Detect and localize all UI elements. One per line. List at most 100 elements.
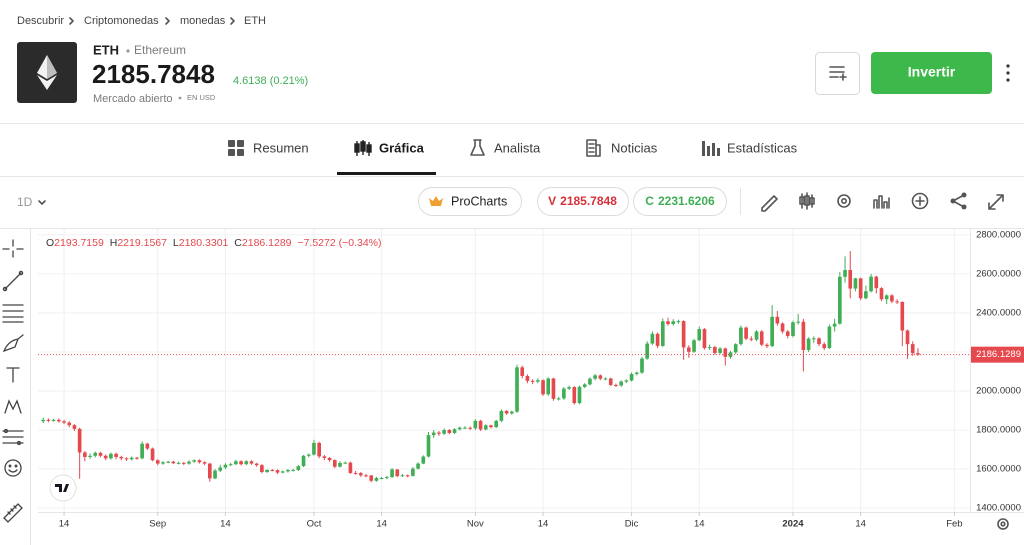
- candle-body: [197, 460, 202, 463]
- candles-tool[interactable]: [799, 192, 815, 210]
- candle-body: [270, 470, 275, 472]
- invest-button[interactable]: [871, 52, 992, 94]
- candle-body: [634, 372, 639, 375]
- tab[interactable]: Resumen: [253, 140, 309, 155]
- candle-body: [562, 388, 566, 399]
- chevron: [165, 17, 170, 25]
- tab[interactable]: Analista: [494, 140, 541, 155]
- candle-body: [369, 475, 374, 481]
- candle-body: [754, 331, 759, 340]
- candle-body: [332, 460, 337, 467]
- legend-change: −7.5272 (−0.34%): [297, 237, 381, 249]
- candle-body: [468, 427, 472, 429]
- chart-settings[interactable]: [997, 518, 1009, 530]
- candle-body: [129, 457, 134, 460]
- candle-body: [905, 330, 910, 345]
- fib-tool[interactable]: [2, 304, 24, 323]
- candle-body: [822, 344, 827, 349]
- candle-body: [556, 398, 561, 400]
- buy-button[interactable]: [633, 187, 727, 216]
- procharts-button[interactable]: [418, 187, 522, 216]
- candle-body: [811, 338, 816, 340]
- candle-body: [187, 461, 191, 464]
- fullscreen-tool[interactable]: [988, 194, 1004, 210]
- measure-tool[interactable]: [2, 428, 24, 446]
- candle-body: [301, 455, 306, 467]
- pattern-tool[interactable]: [4, 399, 22, 414]
- x-tick-label: 14: [855, 519, 866, 530]
- candle-body: [603, 378, 608, 380]
- x-tick-label: Dic: [625, 519, 639, 530]
- candle-body: [733, 344, 738, 353]
- candle-body: [207, 463, 212, 479]
- candle-body: [546, 378, 551, 395]
- more-menu[interactable]: [1006, 64, 1010, 82]
- candle-body: [775, 316, 780, 324]
- tab-icon: [228, 140, 244, 156]
- candle-body: [515, 367, 519, 412]
- y-tick-label: 1800.0000: [976, 425, 1021, 436]
- tab[interactable]: Estadísticas: [727, 140, 798, 155]
- last-price-label: 2186.1289: [976, 349, 1021, 360]
- invest-label: Invertir: [908, 64, 956, 80]
- candle-body: [489, 425, 493, 428]
- dropdown-arrow: [38, 200, 46, 205]
- watchlist-icon: [829, 66, 847, 81]
- candle-body: [494, 420, 499, 428]
- share-tool[interactable]: [950, 192, 967, 210]
- instrument-name: Ethereum: [134, 43, 186, 57]
- candle-body: [697, 329, 702, 341]
- candle-body: [890, 295, 894, 302]
- tv-logo: [55, 484, 69, 492]
- brush-tool[interactable]: [2, 334, 24, 353]
- candle-body: [239, 461, 243, 465]
- candle-body: [759, 331, 764, 345]
- tv-badge[interactable]: [49, 474, 77, 502]
- candle-body: [598, 375, 603, 379]
- candle-body: [780, 323, 785, 332]
- sell-button[interactable]: [537, 187, 629, 216]
- candle-body: [400, 475, 405, 477]
- text-tool[interactable]: [6, 367, 20, 383]
- candle-body: [150, 448, 155, 461]
- breadcrumb-link[interactable]: Criptomonedas: [84, 15, 159, 27]
- ruler-tool[interactable]: [3, 503, 23, 523]
- tab-active[interactable]: Gráfica: [379, 140, 425, 155]
- watchlist-button[interactable]: [815, 52, 860, 95]
- tab[interactable]: Noticias: [611, 140, 658, 155]
- candle-body: [785, 331, 790, 336]
- candle-body: [718, 348, 722, 353]
- trendline-tool[interactable]: [2, 270, 24, 292]
- candle-body: [765, 344, 769, 347]
- y-tick-label: 2400.0000: [976, 307, 1021, 318]
- interval-select[interactable]: 1D: [17, 195, 33, 209]
- candle-body: [338, 463, 342, 467]
- grid: 1400.00001600.00001800.00002000.00002200…: [38, 229, 1021, 530]
- candle-body: [291, 470, 295, 472]
- breadcrumb-link[interactable]: monedas: [180, 15, 226, 27]
- legend-value: 2186.1289: [242, 237, 292, 249]
- candle-body: [879, 288, 884, 300]
- candle-body: [499, 410, 504, 421]
- tab-icon: [354, 140, 372, 156]
- candle-body: [88, 455, 92, 457]
- crosshair-tool[interactable]: [2, 239, 24, 258]
- draw-tool[interactable]: [761, 195, 778, 212]
- candle-body: [280, 471, 285, 473]
- candle-body: [671, 321, 676, 325]
- candle-body: [223, 464, 228, 468]
- tab-icon: [470, 139, 485, 156]
- legend-key: O: [46, 237, 54, 249]
- indicators-tool[interactable]: [873, 195, 890, 209]
- breadcrumb-link[interactable]: Descubrir: [17, 15, 64, 27]
- add-tool[interactable]: [911, 192, 929, 210]
- candle-body: [791, 322, 795, 336]
- legend-value: 2193.7159: [54, 237, 104, 249]
- candle-body: [687, 347, 691, 352]
- candle-body: [869, 276, 873, 292]
- settings-tool[interactable]: [837, 194, 851, 208]
- emoji-tool[interactable]: [4, 459, 22, 477]
- candle-body: [572, 387, 577, 404]
- candle-body: [421, 456, 426, 464]
- candle-body: [385, 477, 389, 479]
